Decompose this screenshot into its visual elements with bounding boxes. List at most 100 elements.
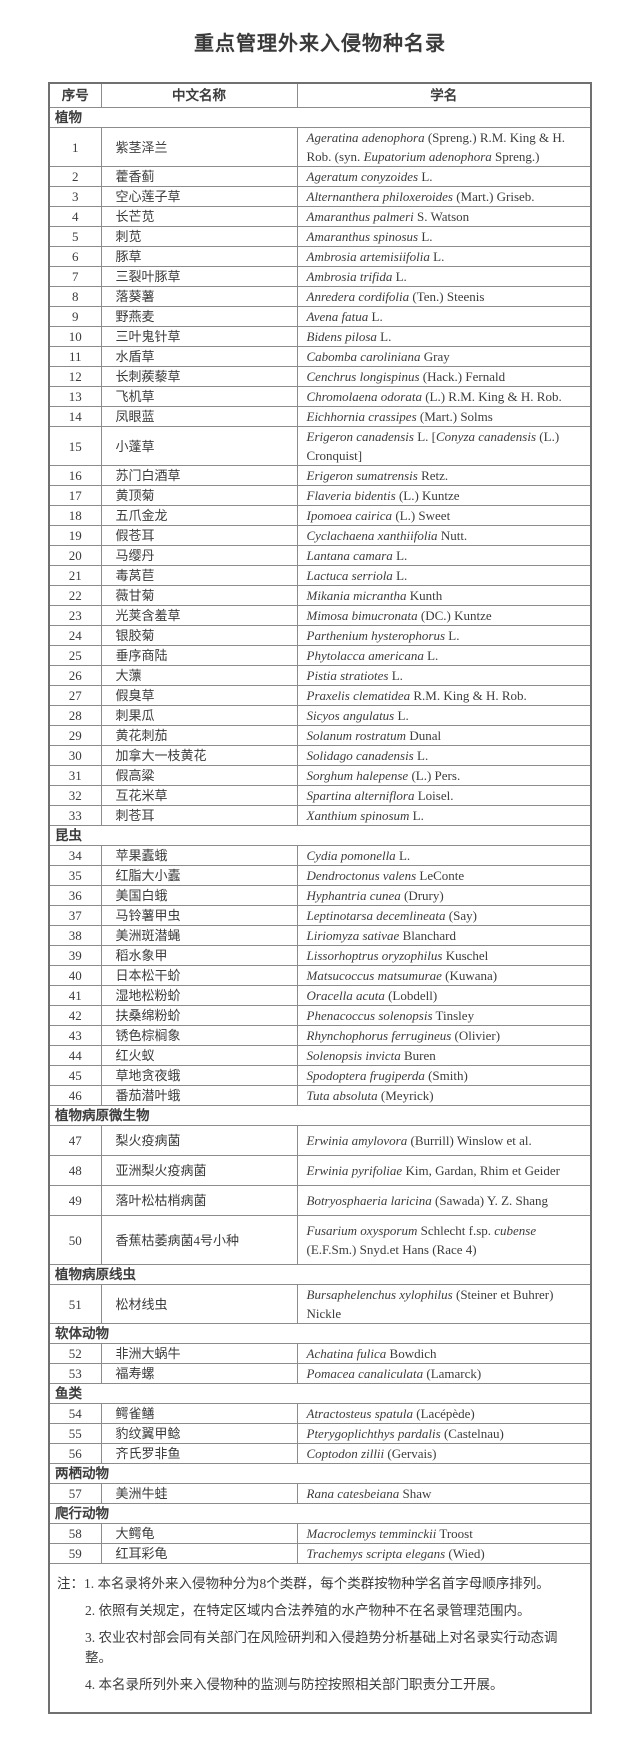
species-chinese-name: 美国白蛾 bbox=[100, 885, 298, 906]
species-row: 14 凤眼蓝 Eichhornia crassipes (Mart.) Solms bbox=[48, 406, 592, 427]
page-title: 重点管理外来入侵物种名录 bbox=[194, 33, 446, 55]
species-chinese-name: 大鳄龟 bbox=[100, 1523, 298, 1544]
species-chinese-name: 亚洲梨火疫病菌 bbox=[100, 1155, 298, 1186]
section-row: 植物病原线虫 bbox=[48, 1264, 592, 1285]
species-number: 2 bbox=[48, 166, 102, 187]
column-header-no: 序号 bbox=[48, 82, 102, 108]
note-line: 3. 农业农村部会同有关部门在风险研判和入侵趋势分析基础上对名录实行动态调整。 bbox=[85, 1630, 558, 1665]
species-row: 37 马铃薯甲虫 Leptinotarsa decemlineata (Say) bbox=[48, 905, 592, 926]
species-row: 54 鳄雀鳝 Atractosteus spatula (Lacépède) bbox=[48, 1403, 592, 1424]
species-number: 48 bbox=[48, 1155, 102, 1186]
species-scientific-name: Bursaphelenchus xylophilus (Steiner et B… bbox=[296, 1284, 592, 1324]
species-row: 34 苹果蠹蛾 Cydia pomonella L. bbox=[48, 845, 592, 866]
species-number: 59 bbox=[48, 1543, 102, 1564]
section-row: 昆虫 bbox=[48, 825, 592, 846]
species-chinese-name: 黄顶菊 bbox=[100, 485, 298, 506]
species-scientific-name: Macroclemys temminckii Troost bbox=[296, 1523, 592, 1544]
species-number: 24 bbox=[48, 625, 102, 646]
species-chinese-name: 马铃薯甲虫 bbox=[100, 905, 298, 926]
species-row: 16 苏门白酒草 Erigeron sumatrensis Retz. bbox=[48, 465, 592, 486]
species-scientific-name: Lantana camara L. bbox=[296, 545, 592, 566]
section-row: 两栖动物 bbox=[48, 1463, 592, 1484]
species-chinese-name: 扶桑绵粉蚧 bbox=[100, 1005, 298, 1026]
species-row: 43 锈色棕榈象 Rhynchophorus ferrugineus (Olivie… bbox=[48, 1025, 592, 1046]
section-row: 鱼类 bbox=[48, 1383, 592, 1404]
species-scientific-name: Erwinia amylovora (Burrill) Winslow et a… bbox=[296, 1125, 592, 1156]
species-chinese-name: 福寿螺 bbox=[100, 1363, 298, 1384]
section-row: 植物 bbox=[48, 107, 592, 128]
species-number: 53 bbox=[48, 1363, 102, 1384]
species-number: 12 bbox=[48, 366, 102, 387]
species-scientific-name: Achatina fulica Bowdich bbox=[296, 1343, 592, 1364]
species-row: 57 美洲牛蛙 Rana catesbeiana Shaw bbox=[48, 1483, 592, 1504]
species-row: 36 美国白蛾 Hyphantria cunea (Drury) bbox=[48, 885, 592, 906]
species-chinese-name: 红脂大小蠹 bbox=[100, 865, 298, 886]
species-scientific-name: Cabomba caroliniana Gray bbox=[296, 346, 592, 367]
section-label: 植物 bbox=[48, 107, 592, 128]
species-scientific-name: Chromolaena odorata (L.) R.M. King & H. … bbox=[296, 386, 592, 407]
species-row: 49 落叶松枯梢病菌 Botryosphaeria laricina (Sawada… bbox=[48, 1185, 592, 1216]
species-number: 20 bbox=[48, 545, 102, 566]
species-chinese-name: 香蕉枯萎病菌4号小种 bbox=[100, 1215, 298, 1265]
species-row: 45 草地贪夜蛾 Spodoptera frugiperda (Smith) bbox=[48, 1065, 592, 1086]
species-row: 41 湿地松粉蚧 Oracella acuta (Lobdell) bbox=[48, 985, 592, 1006]
species-number: 7 bbox=[48, 266, 102, 287]
species-row: 59 红耳彩龟 Trachemys scripta elegans (Wied) bbox=[48, 1543, 592, 1564]
species-scientific-name: Mimosa bimucronata (DC.) Kuntze bbox=[296, 605, 592, 626]
species-number: 40 bbox=[48, 965, 102, 986]
species-number: 27 bbox=[48, 685, 102, 706]
species-row: 2 藿香蓟 Ageratum conyzoides L. bbox=[48, 166, 592, 187]
species-chinese-name: 稻水象甲 bbox=[100, 945, 298, 966]
species-number: 26 bbox=[48, 665, 102, 686]
species-row: 27 假臭草 Praxelis clematidea R.M. King & H. … bbox=[48, 685, 592, 706]
species-chinese-name: 红耳彩龟 bbox=[100, 1543, 298, 1564]
species-row: 47 梨火疫病菌 Erwinia amylovora (Burrill) Winsl… bbox=[48, 1125, 592, 1156]
species-chinese-name: 三叶鬼针草 bbox=[100, 326, 298, 347]
species-scientific-name: Tuta absoluta (Meyrick) bbox=[296, 1085, 592, 1106]
species-chinese-name: 紫茎泽兰 bbox=[100, 127, 298, 167]
section-label: 爬行动物 bbox=[48, 1503, 592, 1524]
species-number: 36 bbox=[48, 885, 102, 906]
species-chinese-name: 齐氏罗非鱼 bbox=[100, 1443, 298, 1464]
species-number: 44 bbox=[48, 1045, 102, 1066]
species-scientific-name: Lissorhoptrus oryzophilus Kuschel bbox=[296, 945, 592, 966]
section-label: 软体动物 bbox=[48, 1323, 592, 1344]
species-chinese-name: 湿地松粉蚧 bbox=[100, 985, 298, 1006]
species-row: 11 水盾草 Cabomba caroliniana Gray bbox=[48, 346, 592, 367]
species-row: 17 黄顶菊 Flaveria bidentis (L.) Kuntze bbox=[48, 485, 592, 506]
species-scientific-name: Solidago canadensis L. bbox=[296, 745, 592, 766]
species-number: 39 bbox=[48, 945, 102, 966]
species-number: 3 bbox=[48, 186, 102, 207]
species-number: 45 bbox=[48, 1065, 102, 1086]
species-number: 35 bbox=[48, 865, 102, 886]
species-chinese-name: 番茄潜叶蛾 bbox=[100, 1085, 298, 1106]
species-number: 9 bbox=[48, 306, 102, 327]
species-row: 10 三叶鬼针草 Bidens pilosa L. bbox=[48, 326, 592, 347]
species-scientific-name: Phenacoccus solenopsis Tinsley bbox=[296, 1005, 592, 1026]
species-chinese-name: 假臭草 bbox=[100, 685, 298, 706]
species-row: 6 豚草 Ambrosia artemisiifolia L. bbox=[48, 246, 592, 267]
species-scientific-name: Ambrosia trifida L. bbox=[296, 266, 592, 287]
species-number: 56 bbox=[48, 1443, 102, 1464]
species-scientific-name: Lactuca serriola L. bbox=[296, 565, 592, 586]
species-scientific-name: Cyclachaena xanthiifolia Nutt. bbox=[296, 525, 592, 546]
species-chinese-name: 落叶松枯梢病菌 bbox=[100, 1185, 298, 1216]
species-chinese-name: 假苍耳 bbox=[100, 525, 298, 546]
species-scientific-name: Praxelis clematidea R.M. King & H. Rob. bbox=[296, 685, 592, 706]
species-chinese-name: 长芒苋 bbox=[100, 206, 298, 227]
species-scientific-name: Matsucoccus matsumurae (Kuwana) bbox=[296, 965, 592, 986]
note-line: 2. 依照有关规定，在特定区域内合法养殖的水产物种不在名录管理范围内。 bbox=[85, 1603, 531, 1618]
species-chinese-name: 落葵薯 bbox=[100, 286, 298, 307]
species-scientific-name: Flaveria bidentis (L.) Kuntze bbox=[296, 485, 592, 506]
species-chinese-name: 长刺蒺藜草 bbox=[100, 366, 298, 387]
species-scientific-name: Trachemys scripta elegans (Wied) bbox=[296, 1543, 592, 1564]
species-scientific-name: Cydia pomonella L. bbox=[296, 845, 592, 866]
species-number: 28 bbox=[48, 705, 102, 726]
species-row: 58 大鳄龟 Macroclemys temminckii Troost bbox=[48, 1523, 592, 1544]
species-chinese-name: 日本松干蚧 bbox=[100, 965, 298, 986]
species-chinese-name: 大薸 bbox=[100, 665, 298, 686]
species-number: 10 bbox=[48, 326, 102, 347]
species-table: 序号 中文名称 学名 植物 1 紫茎泽兰 Ageratina adenophora (… bbox=[48, 82, 592, 1714]
species-chinese-name: 豚草 bbox=[100, 246, 298, 267]
species-scientific-name: Erwinia pyrifoliae Kim, Gardan, Rhim et … bbox=[296, 1155, 592, 1186]
